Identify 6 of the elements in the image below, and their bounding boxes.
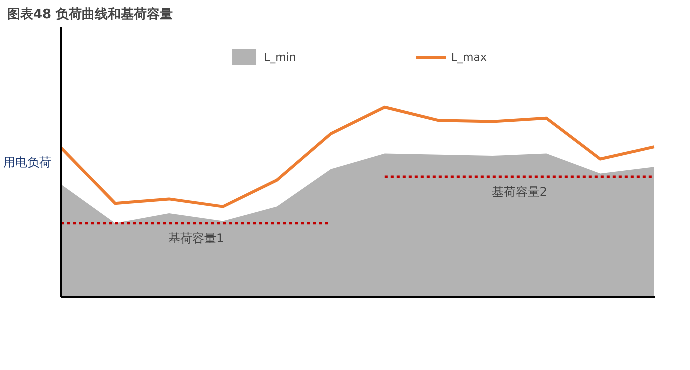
series-label: 基荷容量2 <box>492 184 548 199</box>
legend-label: L_min <box>264 50 296 64</box>
legend-label: L_max <box>451 50 487 64</box>
y-axis-title: 用电负荷 <box>4 156 52 170</box>
series-label: 基荷容量1 <box>168 231 224 246</box>
chart-title: 图表48 负荷曲线和基荷容量 <box>8 6 174 22</box>
